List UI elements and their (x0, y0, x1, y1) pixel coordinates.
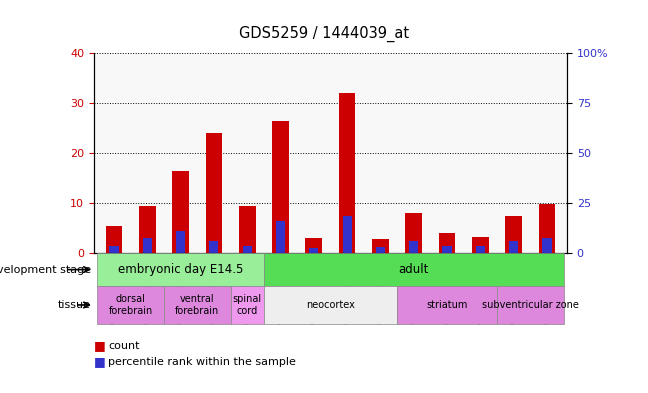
Bar (209, 241, 218, 253)
Bar (509, 241, 518, 253)
Bar (406, 213, 422, 253)
Text: dorsal
forebrain: dorsal forebrain (108, 294, 153, 316)
Text: ventral
forebrain: ventral forebrain (175, 294, 220, 316)
Text: subventricular zone: subventricular zone (482, 300, 579, 310)
Text: GDS5259 / 1444039_at: GDS5259 / 1444039_at (239, 26, 409, 42)
Bar (139, 206, 156, 253)
Text: tissue: tissue (58, 300, 91, 310)
Text: neocortex: neocortex (306, 300, 355, 310)
Bar (176, 231, 185, 253)
Bar (439, 233, 456, 253)
Bar (372, 239, 389, 253)
Bar (264, 286, 397, 324)
Text: adult: adult (399, 263, 429, 276)
Text: percentile rank within the sample: percentile rank within the sample (108, 356, 296, 367)
Bar (443, 246, 452, 253)
Bar (397, 286, 497, 324)
Bar (97, 286, 164, 324)
Bar (264, 253, 564, 286)
Text: count: count (108, 341, 140, 351)
Bar (172, 171, 189, 253)
Bar (339, 93, 356, 253)
Text: spinal
cord: spinal cord (233, 294, 262, 316)
Bar (409, 241, 419, 253)
Bar (164, 286, 231, 324)
Bar (272, 121, 289, 253)
Bar (231, 286, 264, 324)
Text: ■: ■ (94, 355, 106, 368)
Bar (276, 221, 285, 253)
Bar (143, 239, 152, 253)
Bar (376, 248, 385, 253)
Bar (309, 248, 318, 253)
Bar (242, 246, 252, 253)
Bar (205, 133, 222, 253)
Bar (343, 216, 352, 253)
Text: striatum: striatum (426, 300, 468, 310)
Bar (476, 246, 485, 253)
Text: development stage: development stage (0, 264, 91, 275)
Text: embryonic day E14.5: embryonic day E14.5 (118, 263, 243, 276)
Bar (106, 226, 122, 253)
Bar (542, 239, 551, 253)
Bar (97, 253, 264, 286)
Bar (110, 246, 119, 253)
Text: ■: ■ (94, 339, 106, 353)
Bar (239, 206, 255, 253)
Bar (472, 237, 489, 253)
Bar (305, 239, 322, 253)
Bar (538, 204, 555, 253)
Bar (497, 286, 564, 324)
Bar (505, 216, 522, 253)
